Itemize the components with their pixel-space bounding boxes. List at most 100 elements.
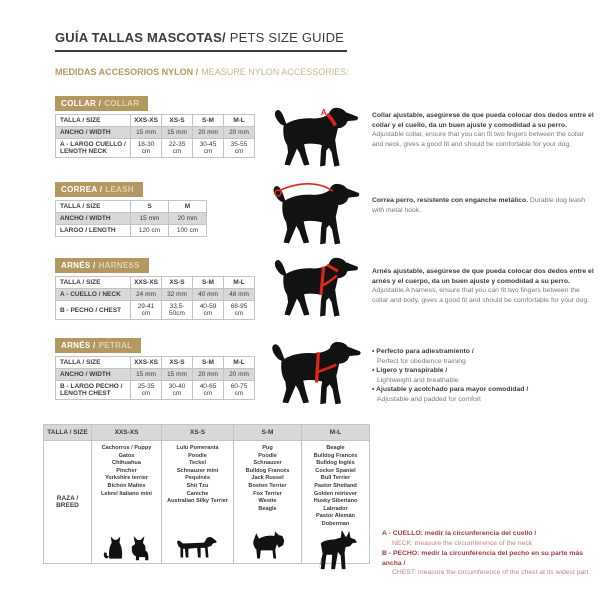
col-header: S-M xyxy=(233,424,302,441)
breed-row-label: RAZA / BREED xyxy=(56,495,79,509)
breed-list: Beagle Bulldog Francés Bulldog Inglés Co… xyxy=(313,445,358,527)
schnauzer-silhouette-icon xyxy=(252,531,284,559)
col-header: XXS-XS xyxy=(130,276,162,289)
cell-value: 30-45 cm xyxy=(192,138,224,158)
table-row: ANCHO / WIDTH 15 mm 20 mm xyxy=(55,212,207,225)
badge-label-en: COLLAR xyxy=(104,99,140,108)
page-subtitle-en: MEASURE NYLON ACCESSORIES: xyxy=(201,67,349,77)
cell-value: 40-59 cm xyxy=(192,300,224,320)
col-header: S xyxy=(130,200,169,213)
breed-cell-xs-s: Lulú Pomerania Poodle Teckel Schnauzer m… xyxy=(162,441,233,563)
cell-value: 48 mm xyxy=(223,288,255,301)
col-header-size: TALLA / SIZE xyxy=(43,424,92,441)
col-header: XXS-XS xyxy=(91,424,162,441)
cell-value: 15 mm xyxy=(130,126,162,139)
cat-silhouette-icon xyxy=(103,536,123,559)
harness-section-badge: ARNÉS / HARNESS xyxy=(55,258,149,273)
harness-size-table: TALLA / SIZE XXS-XS XS-S S-M M-L A - CUE… xyxy=(55,276,255,320)
cell-value: 15 mm xyxy=(161,126,193,139)
collar-section-badge: COLLAR / COLLAR xyxy=(55,96,149,111)
note-en: CHEST: measure the circumference of the … xyxy=(392,569,589,577)
page-title-es: GUÍA TALLAS MASCOTAS/ xyxy=(55,30,226,45)
table-header-row: TALLA / SIZE XXS-XS XS-S S-M M-L xyxy=(55,276,255,289)
row-label: LARGO / LENGTH xyxy=(55,224,131,237)
note-a-cuello: A - CUELLO: medir la circunferencia del … xyxy=(382,529,598,549)
col-header: XS-S xyxy=(161,276,193,289)
collar-description: Collar ajustable, asegúrese de que pueda… xyxy=(372,111,597,150)
col-header: M xyxy=(168,200,207,213)
dog-with-red-leash-icon xyxy=(268,182,365,248)
col-header-size: TALLA / SIZE xyxy=(55,276,131,289)
breed-size-table: TALLA / SIZE XXS-XS XS-S S-M M-L RAZA / … xyxy=(43,424,370,569)
desc-en: Adjustable A harness, ensure that you ca… xyxy=(372,287,590,304)
cell-value: 40 mm xyxy=(192,288,224,301)
petral-size-table: TALLA / SIZE XXS-XS XS-S S-M M-L ANCHO /… xyxy=(55,356,255,400)
leash-section-badge: CORREA / LEASH xyxy=(55,182,143,197)
badge-label-es: CORREA / xyxy=(61,185,103,194)
collar-size-table: TALLA / SIZE XXS-XS XS-S S-M M-L ANCHO /… xyxy=(55,114,255,158)
feature-es: Ligero y transpirable / xyxy=(372,367,447,374)
desc-es: Collar ajustable, asegúrese de que pueda… xyxy=(372,112,594,129)
cell-value: 20 mm xyxy=(192,368,224,381)
col-header: XS-S xyxy=(161,424,234,441)
cell-value: 25-35 cm xyxy=(130,380,162,400)
feature-item: Ajustable y acolchado para mayor comodid… xyxy=(372,385,597,404)
breed-cell-xxs-xs: Cachorros / Puppy Gatos Chihuahua Pinche… xyxy=(92,441,161,563)
row-label: B - PECHO / CHEST xyxy=(55,300,131,320)
petral-section-badge: ARNÉS / PETRAL xyxy=(55,338,142,353)
dog-with-red-collar-icon: A xyxy=(268,106,365,170)
badge-label-es: ARNÉS / xyxy=(61,261,96,270)
petral-feature-list: Perfecto para adiestramiento / Perfect f… xyxy=(372,347,597,404)
col-header: S-M xyxy=(192,114,224,127)
col-header: M-L xyxy=(223,114,255,127)
note-b-pecho: B - PECHO: medir la circunferencia del p… xyxy=(382,549,598,579)
table-row: B - LARGO PECHO / LENGTH CHEST 25-35 cm … xyxy=(55,380,255,400)
badge-label-es: COLLAR / xyxy=(61,99,102,108)
cell-value: 30-40 cm xyxy=(161,380,193,400)
breed-row: RAZA / BREED Cachorros / Puppy Gatos Chi… xyxy=(43,440,370,569)
page-subtitle: MEDIDAS ACCESORIOS NYLON / MEASURE NYLON … xyxy=(55,67,349,77)
table-row: A - LARGO CUELLO / LENGTH NECK 18-30 cm … xyxy=(55,138,255,158)
col-header: S-M xyxy=(192,356,224,369)
feature-en: Lightweight and breathable xyxy=(377,376,459,384)
table-row: B - PECHO / CHEST 29-41 cm 33,5-50cm 40-… xyxy=(55,300,255,320)
dachshund-silhouette-icon xyxy=(176,536,216,558)
table-row: A - CUELLO / NECK 24 mm 32 mm 40 mm 48 m… xyxy=(55,288,255,301)
desc-es: Correa perro, resistente con enganche me… xyxy=(372,197,529,204)
note-es: B - PECHO: medir la circunferencia del p… xyxy=(382,549,583,567)
table-header-row: TALLA / SIZE XXS-XS XS-S S-M M-L xyxy=(43,424,370,441)
harness-description: Arnés ajustable, asegúrese de que pueda … xyxy=(372,267,597,306)
measurement-notes: A - CUELLO: medir la circunferencia del … xyxy=(382,529,598,578)
row-label: A - CUELLO / NECK xyxy=(55,288,131,301)
cell-value: 33,5-50cm xyxy=(161,300,193,320)
cell-value: 35-55 cm xyxy=(223,138,255,158)
col-header: M-L xyxy=(301,424,370,441)
breed-cell-s-m: Pug Poodle Schnauzer Bulldog Francés Jac… xyxy=(234,441,301,563)
dog-with-red-harness-icon xyxy=(268,256,365,320)
table-header-row: TALLA / SIZE S M xyxy=(55,200,207,213)
page-title: GUÍA TALLAS MASCOTAS/PETS SIZE GUIDE xyxy=(55,30,347,52)
note-es: A - CUELLO: medir la circunferencia del … xyxy=(382,530,537,537)
collar-marker-a: A xyxy=(321,108,327,117)
cell-value: 15 mm xyxy=(130,368,162,381)
badge-label-es: ARNÉS / xyxy=(61,341,96,350)
cell-value: 20 mm xyxy=(223,126,255,139)
breed-list: Cachorros / Puppy Gatos Chihuahua Pinche… xyxy=(101,445,152,497)
cell-value: 18-30 cm xyxy=(130,138,162,158)
col-header: XXS-XS xyxy=(130,114,162,127)
cell-value: 29-41 cm xyxy=(130,300,162,320)
badge-label-en: HARNESS xyxy=(98,261,140,270)
cell-value: 68-95 cm xyxy=(223,300,255,320)
row-label: ANCHO / WIDTH xyxy=(55,212,131,225)
cell-value: 120 cm xyxy=(130,224,169,237)
cell-value: 40-65 cm xyxy=(192,380,224,400)
feature-en: Adjustable and padded for comfort xyxy=(377,395,481,403)
leash-size-table: TALLA / SIZE S M ANCHO / WIDTH 15 mm 20 … xyxy=(55,200,207,237)
page-subtitle-es: MEDIDAS ACCESORIOS NYLON / xyxy=(55,67,199,77)
cell-value: 100 cm xyxy=(168,224,207,237)
col-header-size: TALLA / SIZE xyxy=(55,114,131,127)
cell-value: 20 mm xyxy=(192,126,224,139)
cell-value: 20 mm xyxy=(223,368,255,381)
row-label: B - LARGO PECHO / LENGTH CHEST xyxy=(55,380,131,400)
